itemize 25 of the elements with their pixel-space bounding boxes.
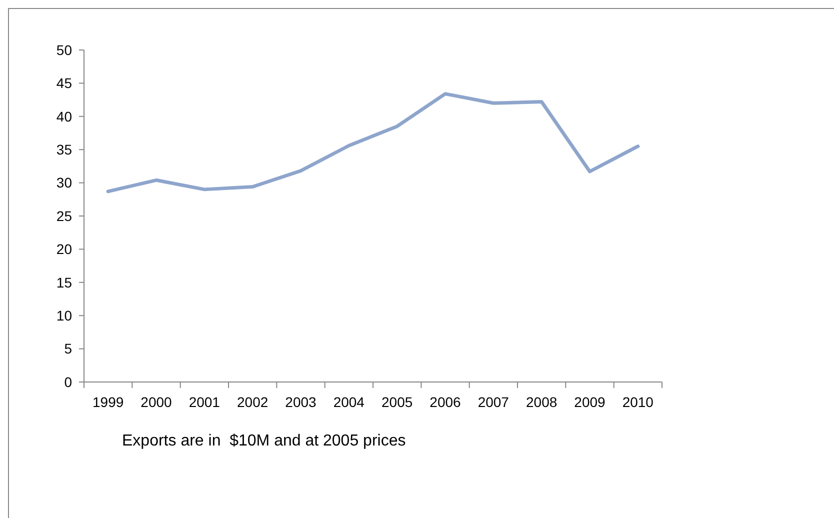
text: Exports are in $10M and at 2005 prices — [122, 432, 406, 450]
y-tick-label: 5 — [64, 340, 72, 357]
y-tick-label: 0 — [64, 374, 72, 390]
y-tick-label: 25 — [56, 208, 72, 224]
x-tick-label: 2005 — [382, 394, 413, 410]
x-tick-label: 2004 — [333, 394, 365, 410]
y-tick-label: 45 — [56, 75, 72, 92]
y-tick-label: 30 — [56, 174, 72, 191]
y-tick-label: 15 — [56, 274, 72, 290]
x-tick-label: 2010 — [622, 394, 654, 410]
line-series — [106, 92, 640, 194]
x-tick-label: 2008 — [526, 394, 558, 410]
x-tick-label: 2006 — [430, 394, 462, 410]
y-tick-label: 40 — [56, 108, 72, 124]
x-tick-label: 2003 — [285, 394, 317, 410]
y-tick-label: 50 — [56, 42, 72, 58]
x-tick-label: 2002 — [237, 394, 268, 410]
x-tick-label: 2007 — [478, 394, 510, 410]
y-tick-label: 35 — [56, 142, 72, 158]
x-tick-label: 1999 — [92, 394, 124, 410]
y-tick-label: 20 — [56, 241, 72, 258]
x-tick-label: 2000 — [140, 394, 172, 410]
x-tick-label: 2001 — [188, 394, 220, 410]
x-tick-label: 2009 — [574, 394, 606, 410]
y-tick-label: 10 — [56, 308, 72, 324]
